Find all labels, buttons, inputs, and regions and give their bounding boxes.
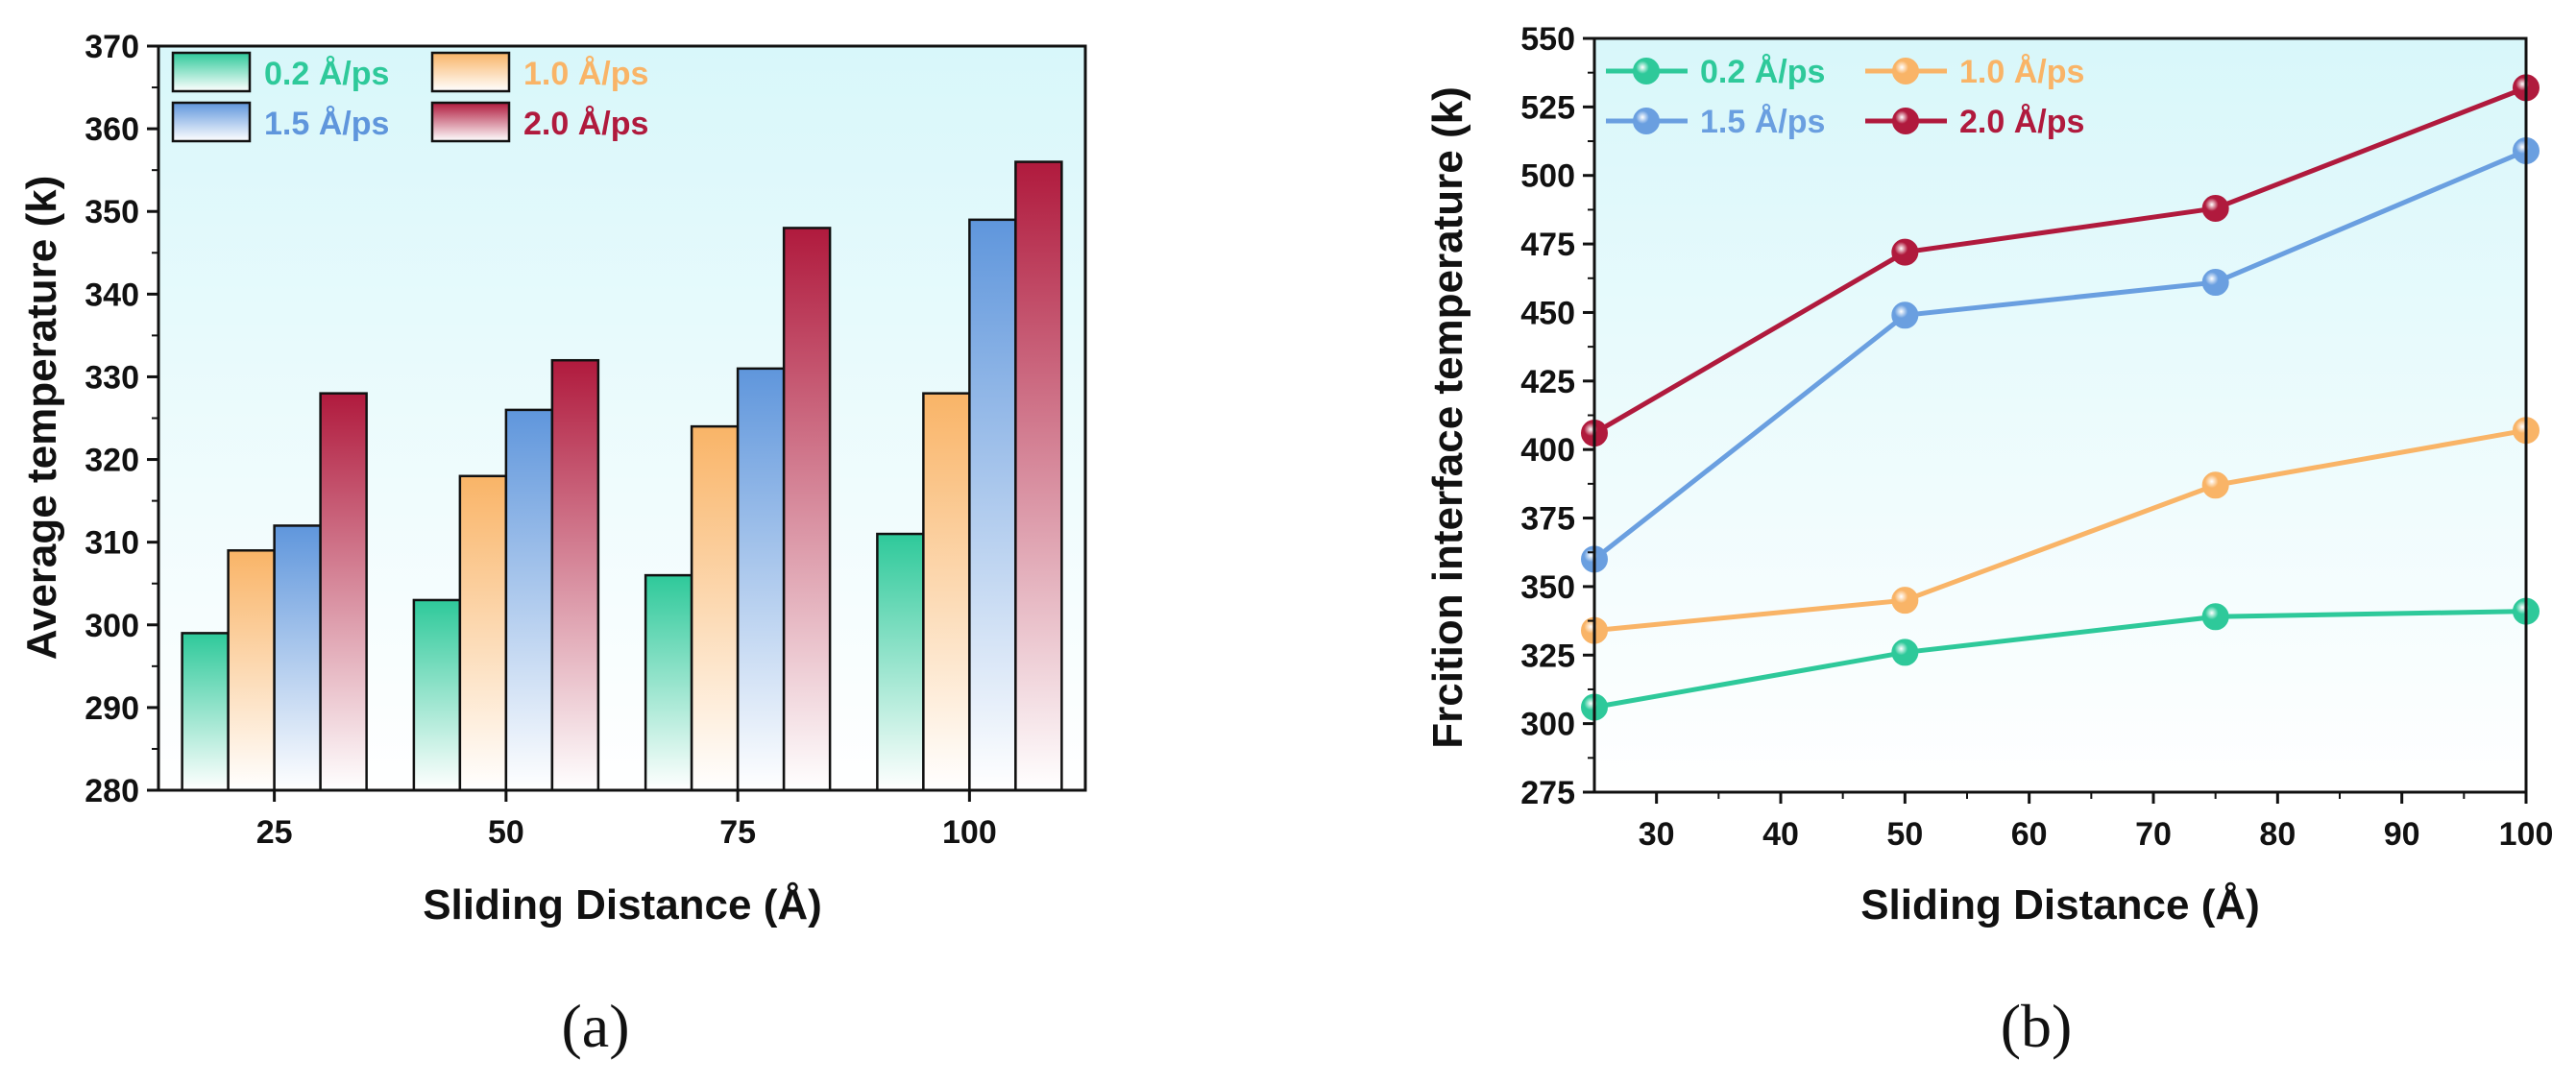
bar-50-0 <box>412 598 462 792</box>
y-tick-label: 330 <box>85 359 139 396</box>
bar-100-2 <box>968 218 1017 792</box>
data-point-2 <box>2201 269 2229 297</box>
data-point-2 <box>1891 301 1919 329</box>
legend-marker-b <box>1633 58 1660 84</box>
y-tick-label: 320 <box>85 443 139 479</box>
x-tick-label: 75 <box>719 814 756 851</box>
panel-label-b: (b) <box>2001 992 2073 1060</box>
y-tick-label: 425 <box>1520 364 1575 400</box>
legend-swatch-a <box>430 51 511 93</box>
y-tick-label: 340 <box>85 277 139 313</box>
data-point-1 <box>2201 471 2229 499</box>
x-tick-label: 30 <box>1639 816 1675 853</box>
bar-100-1 <box>922 392 971 792</box>
legend-marker-b <box>1892 108 1919 134</box>
legend-b: 0.2 Å/ps 1.0 Å/ps 1.5 Å/ps 2.0 Å/ps <box>1606 54 2084 140</box>
data-point-0 <box>2201 603 2229 631</box>
y-tick-label: 310 <box>85 525 139 562</box>
line-chart-b: 275 300 325 350 375 400 425 450 475 500 525 550 30 4… <box>1424 21 2553 1060</box>
y-axis-title-b: Frcition interface temperature (k) <box>1424 86 1471 749</box>
bar-25-3 <box>319 392 368 792</box>
bar-25-2 <box>273 524 322 792</box>
y-tick-label: 450 <box>1520 295 1575 331</box>
legend-label-a: 1.5 Å/ps <box>264 106 389 142</box>
x-axis-a: 25 50 75 100 <box>256 790 997 851</box>
legend-label-a: 0.2 Å/ps <box>264 56 389 92</box>
x-tick-label: 25 <box>256 814 293 851</box>
data-point-3 <box>1891 238 1919 266</box>
bar-75-0 <box>644 573 693 792</box>
y-axis-a: 280 290 300 310 320 330 340 350 360 370 <box>85 29 158 809</box>
y-tick-label: 290 <box>85 690 139 727</box>
bar-25-0 <box>181 632 230 792</box>
y-tick-label: 350 <box>1520 569 1575 606</box>
bar-75-1 <box>690 424 740 792</box>
legend-label-b: 0.2 Å/ps <box>1700 54 1825 90</box>
x-axis-b: 30 40 50 60 70 80 90 100 <box>1639 792 2554 853</box>
y-tick-label: 300 <box>1520 707 1575 743</box>
y-tick-label: 370 <box>85 29 139 65</box>
y-tick-label: 360 <box>85 111 139 148</box>
x-tick-label: 80 <box>2259 816 2296 853</box>
x-tick-label: 60 <box>2011 816 2048 853</box>
bar-25-1 <box>227 549 276 792</box>
y-tick-label: 400 <box>1520 432 1575 469</box>
y-tick-label: 300 <box>85 608 139 644</box>
bar-chart-a: 280 290 300 310 320 330 340 350 360 370 25 50 75 100… <box>18 29 1087 1060</box>
legend-swatch-a <box>430 101 511 143</box>
x-tick-label: 90 <box>2384 816 2420 853</box>
legend-swatch-a <box>171 51 252 93</box>
legend-marker-b <box>1633 108 1660 134</box>
bar-75-2 <box>736 367 786 792</box>
y-tick-label: 275 <box>1520 775 1575 811</box>
bar-75-3 <box>782 227 832 792</box>
series-line-2 <box>1592 148 2527 562</box>
legend-a: 0.2 Å/ps 1.0 Å/ps 1.5 Å/ps 2.0 Å/ps <box>171 51 648 143</box>
bar-100-0 <box>876 532 925 792</box>
x-tick-label: 50 <box>488 814 524 851</box>
x-tick-label: 40 <box>1762 816 1799 853</box>
legend-label-b: 2.0 Å/ps <box>1959 104 2084 140</box>
y-tick-label: 280 <box>85 773 139 809</box>
series-line-0 <box>1593 609 2527 710</box>
bar-50-1 <box>458 474 508 792</box>
y-axis-b: 275 300 325 350 375 400 425 450 475 500 525 550 <box>1520 21 1594 811</box>
panel-label-a: (a) <box>561 992 629 1060</box>
series-line-1 <box>1593 427 2527 634</box>
y-tick-label: 525 <box>1520 89 1575 126</box>
x-tick-label: 100 <box>942 814 997 851</box>
legend-label-b: 1.5 Å/ps <box>1700 104 1825 140</box>
plot-area-b <box>1594 38 2526 792</box>
y-tick-label: 325 <box>1520 638 1575 674</box>
data-point-1 <box>1891 587 1919 615</box>
bar-group-a <box>181 160 1063 792</box>
bar-100-3 <box>1014 160 1063 792</box>
x-axis-title-b: Sliding Distance (Å) <box>1860 881 2260 928</box>
legend-marker-b <box>1892 58 1919 84</box>
y-tick-label: 375 <box>1520 501 1575 538</box>
y-tick-label: 350 <box>85 194 139 230</box>
data-point-0 <box>1891 639 1919 666</box>
y-tick-label: 475 <box>1520 227 1575 263</box>
bar-50-3 <box>550 358 600 792</box>
y-tick-label: 500 <box>1520 158 1575 195</box>
x-axis-title-a: Sliding Distance (Å) <box>423 881 822 928</box>
data-point-3 <box>2201 194 2229 222</box>
legend-label-a: 2.0 Å/ps <box>523 106 648 142</box>
legend-label-b: 1.0 Å/ps <box>1959 54 2084 90</box>
x-tick-label: 50 <box>1886 816 1923 853</box>
legend-swatch-a <box>171 101 252 143</box>
y-axis-title-a: Average temperature (k) <box>18 176 65 661</box>
legend-label-a: 1.0 Å/ps <box>523 56 648 92</box>
bar-50-2 <box>504 408 554 792</box>
y-tick-label: 550 <box>1520 21 1575 58</box>
series-line-3 <box>1592 85 2527 436</box>
x-tick-label: 70 <box>2135 816 2172 853</box>
x-tick-label: 100 <box>2499 816 2554 853</box>
